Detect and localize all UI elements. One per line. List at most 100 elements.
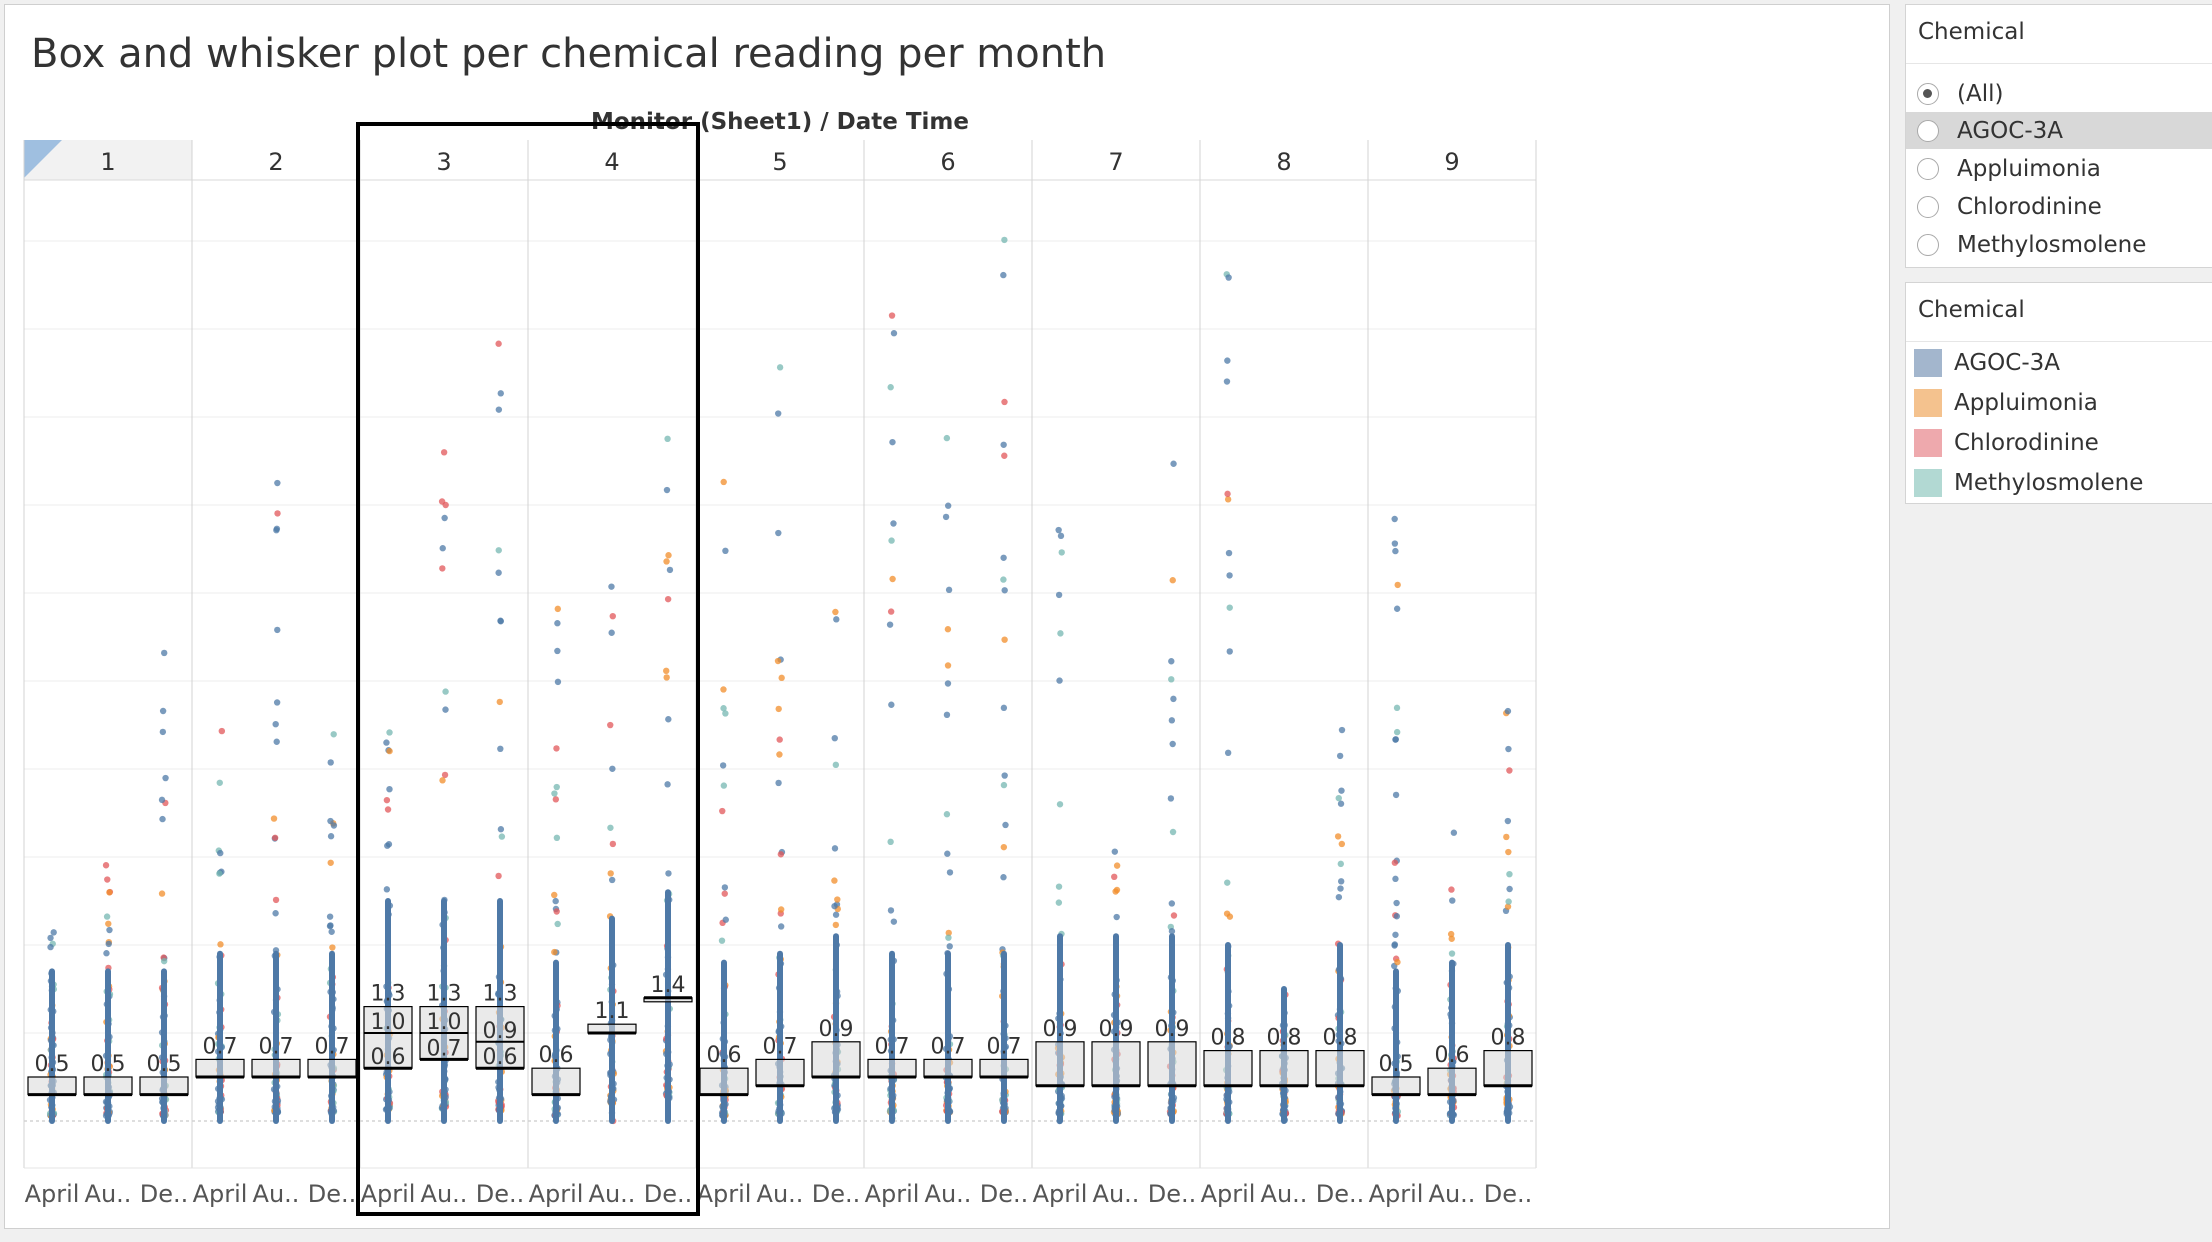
data-point <box>1393 899 1400 907</box>
radio-icon[interactable] <box>1917 233 1939 256</box>
filter-option-chlorodinine[interactable]: Chlorodinine <box>1906 188 2212 225</box>
box <box>307 1058 357 1078</box>
filter-option-appluimonia[interactable]: Appluimonia <box>1906 150 2212 187</box>
data-point <box>553 834 561 842</box>
data-point <box>1169 740 1176 748</box>
box-group: 0.7 <box>307 731 357 1124</box>
radio-icon[interactable] <box>1917 195 1939 218</box>
data-point <box>1113 913 1120 921</box>
box-label-median: 0.9 <box>483 1019 518 1044</box>
data-point <box>495 340 502 347</box>
data-point <box>497 390 504 397</box>
data-point <box>1168 717 1176 724</box>
monitor-header-2: 2 <box>268 148 283 176</box>
data-point <box>831 902 838 910</box>
data-point <box>887 838 894 846</box>
filter-option-label: Appluimonia <box>1957 155 2101 182</box>
data-point <box>161 649 168 657</box>
legend-item-appluimonia[interactable]: Appluimonia <box>1906 383 2212 423</box>
data-point <box>1169 577 1176 584</box>
monitor-header-6: 6 <box>940 148 955 176</box>
data-point <box>1168 900 1176 907</box>
data-point <box>1056 801 1064 808</box>
data-point <box>1167 795 1175 802</box>
data-point <box>774 657 782 665</box>
data-point <box>495 406 503 413</box>
box <box>531 1067 581 1096</box>
data-point <box>495 569 502 576</box>
data-point <box>103 950 110 957</box>
data-point <box>943 811 951 818</box>
data-point <box>719 762 727 769</box>
data-point <box>1335 794 1342 802</box>
box-label-top: 0.9 <box>1155 1017 1190 1042</box>
box-label-top: 0.9 <box>1043 1017 1078 1042</box>
data-point <box>1337 878 1345 885</box>
data-point <box>438 498 446 505</box>
data-point <box>943 434 951 442</box>
legend-swatch <box>1914 469 1942 497</box>
data-point <box>834 896 841 903</box>
legend-item-agoc-3a[interactable]: AGOC-3A <box>1906 343 2212 383</box>
data-point <box>1170 460 1177 467</box>
data-point <box>1226 604 1233 611</box>
radio-icon[interactable] <box>1917 157 1939 180</box>
box-group: 0.6 <box>531 605 581 1124</box>
data-point <box>776 751 783 758</box>
data-point <box>607 721 614 729</box>
header-band <box>24 140 1536 180</box>
data-point <box>888 701 895 708</box>
data-point <box>890 520 897 527</box>
data-point <box>1503 833 1510 841</box>
data-point <box>944 662 952 669</box>
legend-swatch <box>1914 349 1942 377</box>
data-point <box>495 872 502 880</box>
data-point <box>47 934 54 942</box>
data-point <box>386 729 393 736</box>
month-label: April <box>1033 1180 1088 1208</box>
data-point <box>383 886 391 893</box>
legend-item-chlorodinine[interactable]: Chlorodinine <box>1906 423 2212 463</box>
data-point <box>1338 840 1346 848</box>
box <box>1147 1041 1197 1087</box>
data-point <box>104 876 111 883</box>
data-point <box>551 948 558 956</box>
data-point <box>442 688 449 695</box>
data-point <box>665 870 672 877</box>
data-point <box>1391 540 1399 547</box>
data-point <box>1337 885 1344 892</box>
box <box>1259 1049 1309 1087</box>
data-point <box>718 937 726 944</box>
filter-option-agoc-3a[interactable]: AGOC-3A <box>1906 112 2212 149</box>
legend-item-methylosmolene[interactable]: Methylosmolene <box>1906 463 2212 503</box>
radio-selected-icon[interactable] <box>1917 82 1939 105</box>
data-point <box>328 928 335 935</box>
data-point <box>554 920 561 928</box>
data-point <box>775 529 782 537</box>
data-point <box>943 711 951 719</box>
box-group: 0.7 <box>923 434 973 1124</box>
filter-option-methylosmolene[interactable]: Methylosmolene <box>1906 226 2212 263</box>
data-point <box>105 920 112 927</box>
month-label: April <box>1201 1180 1256 1208</box>
data-point <box>890 918 898 925</box>
month-label: April <box>697 1180 752 1208</box>
filter-option-all[interactable]: (All) <box>1906 75 2212 112</box>
month-label: Au.. <box>1093 1180 1140 1208</box>
box <box>1091 1041 1141 1087</box>
data-point <box>1394 958 1401 966</box>
data-point <box>1226 648 1233 655</box>
data-point <box>326 913 334 920</box>
monitor-header-8: 8 <box>1276 148 1291 176</box>
data-point <box>832 761 840 769</box>
data-point <box>274 479 281 487</box>
data-point <box>721 884 729 891</box>
data-point <box>776 736 783 743</box>
data-point <box>383 796 391 804</box>
filter-option-label: Methylosmolene <box>1957 231 2147 258</box>
radio-icon[interactable] <box>1917 119 1939 142</box>
month-label: Au.. <box>757 1180 804 1208</box>
data-point <box>1505 745 1512 753</box>
data-point <box>1448 950 1456 957</box>
box <box>979 1058 1029 1078</box>
